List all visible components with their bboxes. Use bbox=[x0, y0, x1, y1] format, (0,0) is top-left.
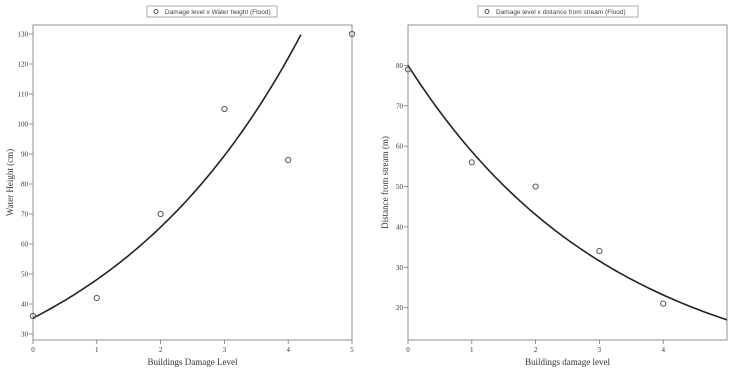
x-tick-label: 3 bbox=[223, 346, 227, 354]
data-point bbox=[404, 66, 412, 73]
data-point bbox=[660, 300, 667, 307]
x-tick-label: 0 bbox=[406, 346, 410, 354]
x-tick-label: 2 bbox=[534, 346, 538, 354]
data-point bbox=[348, 30, 356, 38]
x-tick-label: 5 bbox=[350, 346, 354, 354]
y-tick-label: 30 bbox=[21, 331, 29, 339]
plot-area bbox=[407, 24, 728, 341]
legend: Damage level x Water height (Flood) bbox=[146, 5, 278, 18]
y-tick-label: 40 bbox=[21, 301, 29, 309]
y-tick-label: 40 bbox=[396, 223, 404, 231]
y-tick-label: 130 bbox=[18, 31, 29, 39]
y-tick-label: 80 bbox=[21, 181, 29, 189]
x-axis-label: Buildings Damage Level bbox=[148, 357, 238, 367]
y-axis-label: Water Height (cm) bbox=[5, 149, 15, 216]
legend-label: Damage level x Water height (Flood) bbox=[165, 9, 271, 16]
y-tick-label: 70 bbox=[21, 211, 29, 219]
data-point bbox=[93, 294, 100, 302]
chart-2: Damage level x distance from stream (Flo… bbox=[380, 5, 728, 367]
legend: Damage level x distance from stream (Flo… bbox=[477, 5, 639, 18]
x-tick-label: 0 bbox=[31, 346, 35, 354]
y-tick-label: 110 bbox=[18, 91, 29, 99]
legend-marker bbox=[153, 9, 159, 14]
y-axis-label: Distance from stream (m) bbox=[380, 136, 390, 229]
y-tick-label: 50 bbox=[396, 183, 404, 191]
data-point bbox=[468, 159, 475, 166]
x-tick-label: 1 bbox=[95, 346, 99, 354]
y-tick-label: 70 bbox=[396, 102, 404, 110]
y-tick-label: 20 bbox=[396, 304, 404, 312]
legend-marker bbox=[484, 9, 490, 14]
y-tick-label: 30 bbox=[396, 264, 404, 272]
legend-box bbox=[477, 5, 639, 18]
x-tick-label: 3 bbox=[598, 346, 602, 354]
chart-1: Damage level x Water height (Flood) 0 1 2 3 4… bbox=[5, 5, 356, 367]
data-point bbox=[285, 156, 292, 164]
plot-area bbox=[32, 24, 353, 341]
x-axis-label: Buildings damage level bbox=[525, 357, 610, 367]
y-tick-label: 90 bbox=[21, 151, 29, 159]
y-tick-label: 100 bbox=[18, 121, 29, 129]
legend-label: Damage level x distance from stream (Flo… bbox=[496, 9, 626, 16]
fit-curve bbox=[408, 64, 727, 321]
x-tick-label: 4 bbox=[661, 346, 665, 354]
y-tick-label: 80 bbox=[396, 62, 404, 70]
x-tick-label: 1 bbox=[470, 346, 474, 354]
legend-box bbox=[146, 5, 278, 18]
y-tick-label: 60 bbox=[396, 143, 404, 151]
fit-curve bbox=[33, 34, 302, 319]
x-tick-label: 4 bbox=[286, 346, 290, 354]
data-point bbox=[157, 210, 164, 218]
x-tick-label: 2 bbox=[159, 346, 163, 354]
data-point bbox=[532, 183, 539, 190]
y-tick-label: 60 bbox=[21, 241, 29, 249]
y-tick-label: 120 bbox=[18, 61, 29, 69]
data-point bbox=[29, 312, 37, 320]
data-point bbox=[221, 105, 228, 113]
data-point bbox=[596, 248, 603, 255]
y-tick-label: 50 bbox=[21, 271, 29, 279]
